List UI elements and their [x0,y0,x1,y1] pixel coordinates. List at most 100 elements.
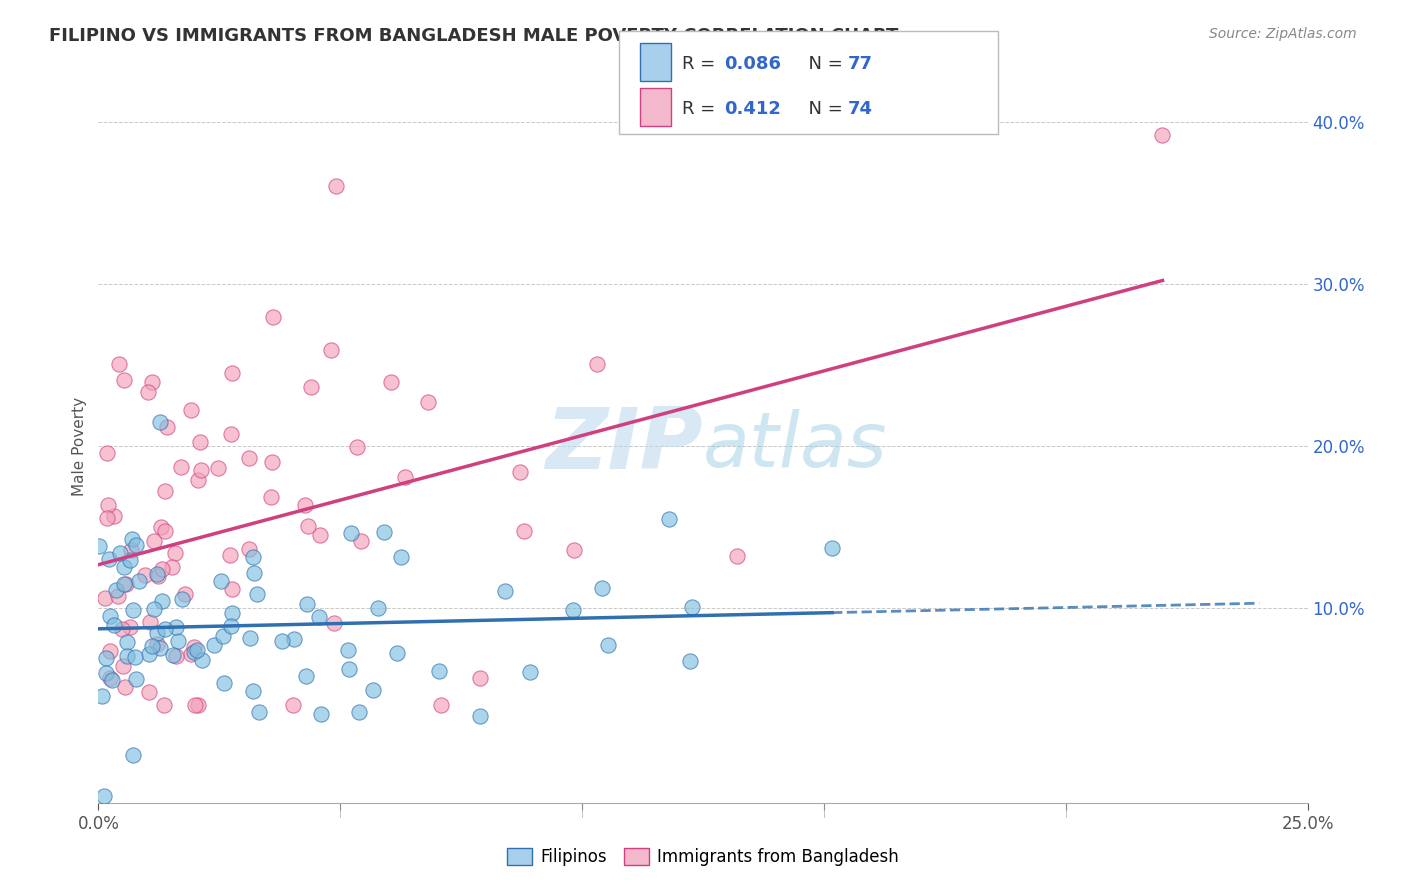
Point [562,543,585,558]
Point [139,615,162,630]
Point [165,546,187,560]
Point [188,434,211,449]
Point [124,650,146,665]
Point [153,622,176,636]
Point [145,626,167,640]
Text: 0.412: 0.412 [724,100,780,118]
Point [96,665,118,680]
Point [585,357,607,371]
Point [509,465,531,479]
Point [513,524,536,538]
Point [221,606,243,620]
Point [156,420,179,434]
Text: N =: N = [797,100,849,118]
Point [494,583,516,598]
Point [214,676,236,690]
Point [242,683,264,698]
Point [110,546,132,560]
Point [394,470,416,484]
Point [294,498,316,512]
Point [155,524,177,539]
Point [115,649,138,664]
Point [238,541,260,556]
Point [134,568,156,582]
Point [160,560,183,574]
Point [562,603,585,617]
Point [146,566,169,581]
Point [468,709,491,723]
Point [149,415,172,429]
Point [319,343,342,357]
Text: ZIP: ZIP [546,404,703,488]
Point [103,618,125,632]
Point [125,672,148,686]
Point [337,643,360,657]
Point [180,403,202,417]
Point [389,550,412,565]
Point [111,659,134,673]
Point [238,451,260,466]
Point [295,669,318,683]
Point [242,549,264,564]
Point [143,601,166,615]
Point [468,671,491,685]
Point [299,379,322,393]
Point [112,373,135,387]
Point [308,528,330,542]
Point [283,632,305,646]
Point [150,562,173,576]
Point [118,620,141,634]
Point [427,664,450,678]
Point [96,651,118,665]
Point [128,574,150,589]
Point [120,543,142,558]
Point [115,577,138,591]
Point [187,473,209,487]
Point [367,600,389,615]
Point [146,637,169,651]
Point [165,620,187,634]
Point [1152,128,1174,143]
Point [350,533,373,548]
Point [141,639,163,653]
Point [322,615,344,630]
Point [219,426,242,441]
Point [283,698,305,713]
Point [311,707,333,722]
Point [183,645,205,659]
Text: atlas: atlas [703,409,887,483]
Text: 0.086: 0.086 [724,54,782,73]
Point [136,385,159,400]
Point [100,673,122,687]
Point [97,498,120,512]
Point [96,511,118,525]
Point [221,582,243,596]
Point [308,609,330,624]
Point [239,631,262,645]
Point [337,662,360,676]
Point [150,520,173,534]
Point [115,635,138,649]
Point [165,649,187,664]
Point [247,705,270,719]
Point [107,357,129,371]
Point [186,643,208,657]
Text: N =: N = [797,54,849,73]
Point [96,446,118,460]
Point [219,548,242,562]
Point [150,594,173,608]
Point [347,705,370,719]
Text: R =: R = [682,54,721,73]
Point [170,459,193,474]
Text: 74: 74 [848,100,873,118]
Point [121,603,143,617]
Point [211,630,233,644]
Point [122,748,145,763]
Point [112,577,135,591]
Point [149,641,172,656]
Legend: Filipinos, Immigrants from Bangladesh: Filipinos, Immigrants from Bangladesh [501,841,905,873]
Point [98,671,121,685]
Point [98,609,121,624]
Point [679,654,702,668]
Point [373,525,395,540]
